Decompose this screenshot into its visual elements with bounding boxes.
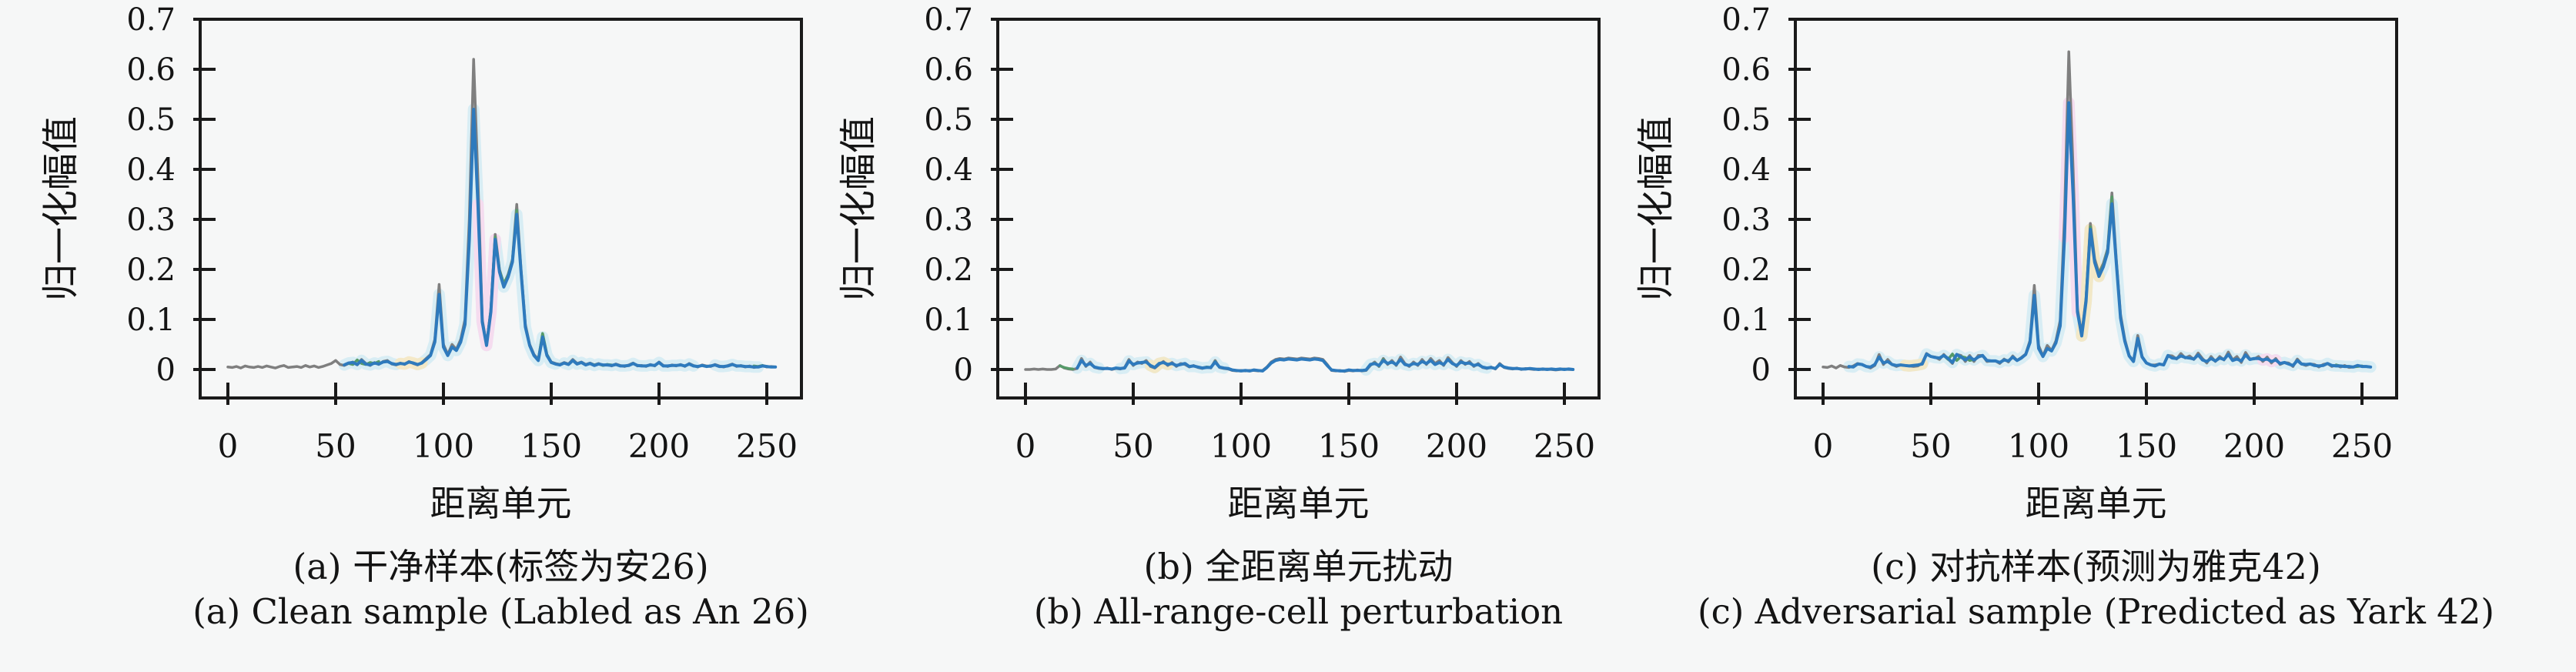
y-tick-label: 0.7	[924, 2, 973, 38]
x-tick-label: 100	[2008, 427, 2069, 465]
x-axis-title: 距离单元	[430, 483, 572, 524]
plot-a-frame	[199, 18, 803, 400]
x-axis-title: 距离单元	[1228, 483, 1370, 524]
plot-a: 0 0.1 0.2 0.3 0.4 0.5 0.6 0.7 0 50 100 150 200 250 距离单…	[39, 2, 803, 524]
x-tick-label: 250	[1534, 427, 1595, 465]
y-tick-label: 0.6	[1721, 52, 1771, 88]
caption-b: (b) 全距离单元扰动 (b) All-range-cell perturbat…	[844, 543, 1753, 634]
y-tick-label: 0.4	[1721, 152, 1771, 188]
y-tick-label: 0.7	[1721, 2, 1771, 38]
y-tick-label: 0.2	[126, 252, 176, 288]
caption-c: (c) 对抗样本(预测为雅克42) (c) Adversarial sample…	[1641, 543, 2551, 634]
caption-a: (a) 干净样本(标签为安26) (a) Clean sample (Lable…	[46, 543, 955, 634]
x-tick-label: 150	[2116, 427, 2177, 465]
y-tick-label: 0.4	[924, 152, 973, 188]
y-tick-label: 0.1	[1721, 303, 1771, 338]
plot-b: 0 0.1 0.2 0.3 0.4 0.5 0.6 0.7 0 50 100 150 200 250 距离单…	[837, 2, 1601, 524]
x-tick-label: 150	[1318, 427, 1380, 465]
x-tick-label: 250	[2331, 427, 2393, 465]
x-tick-label: 200	[2223, 427, 2285, 465]
caption-b-en: (b) All-range-cell perturbation	[1033, 591, 1564, 632]
plot-c: 0 0.1 0.2 0.3 0.4 0.5 0.6 0.7 0 50 100 150 200 250 距离单…	[1634, 2, 2398, 524]
plot-a-series-clean-gray	[226, 58, 777, 369]
x-tick-label: 0	[1015, 427, 1036, 465]
y-tick-label: 0.4	[126, 152, 176, 188]
caption-c-zh: (c) 对抗样本(预测为雅克42)	[1871, 546, 2321, 587]
x-tick-label: 100	[1210, 427, 1272, 465]
y-tick-label: 0.2	[924, 252, 973, 288]
plot-b-series-accent-green	[1059, 364, 1075, 371]
y-tick-label: 0.5	[924, 102, 973, 138]
caption-c-en: (c) Adversarial sample (Predicted as Yar…	[1698, 591, 2494, 632]
plot-b-series-perturbation-blue	[1076, 357, 1575, 373]
caption-a-en: (a) Clean sample (Labled as An 26)	[192, 591, 809, 632]
y-tick-label: 0.5	[126, 102, 176, 138]
plot-c-frame	[1794, 18, 2398, 400]
x-tick-label: 50	[315, 427, 356, 465]
x-tick-label: 200	[1426, 427, 1487, 465]
y-tick-label: 0	[1751, 353, 1771, 388]
y-tick-label: 0.7	[126, 2, 176, 38]
plot-b-frame	[996, 18, 1601, 400]
y-tick-label: 0.6	[126, 52, 176, 88]
y-tick-label: 0	[954, 353, 973, 388]
y-tick-label: 0.5	[1721, 102, 1771, 138]
x-tick-label: 150	[520, 427, 582, 465]
x-tick-label: 200	[628, 427, 690, 465]
plot-c-series-adversarial-blue	[1847, 101, 2373, 369]
plot-c-series-adversarial-gray	[1822, 50, 2372, 369]
y-tick-label: 0.1	[126, 303, 176, 338]
x-tick-label: 50	[1910, 427, 1951, 465]
y-tick-label: 0.3	[1721, 202, 1771, 238]
y-tick-label: 0.2	[1721, 252, 1771, 288]
caption-b-zh: (b) 全距离单元扰动	[1143, 546, 1454, 587]
y-tick-label: 0	[156, 353, 176, 388]
x-tick-label: 0	[1813, 427, 1834, 465]
y-tick-label: 0.1	[924, 303, 973, 338]
y-tick-label: 0.6	[924, 52, 973, 88]
x-tick-label: 50	[1112, 427, 1153, 465]
x-tick-label: 100	[413, 427, 474, 465]
x-axis-title: 距离单元	[2026, 483, 2167, 524]
x-tick-label: 250	[736, 427, 798, 465]
x-tick-label: 0	[218, 427, 239, 465]
y-axis-title: 归一化幅值	[39, 116, 82, 301]
y-tick-label: 0.3	[126, 202, 176, 238]
y-axis-title: 归一化幅值	[1634, 116, 1678, 301]
plot-a-series-sample-blue	[343, 108, 778, 369]
y-axis-title: 归一化幅值	[837, 116, 880, 301]
caption-a-zh: (a) 干净样本(标签为安26)	[293, 546, 709, 587]
y-tick-label: 0.3	[924, 202, 973, 238]
